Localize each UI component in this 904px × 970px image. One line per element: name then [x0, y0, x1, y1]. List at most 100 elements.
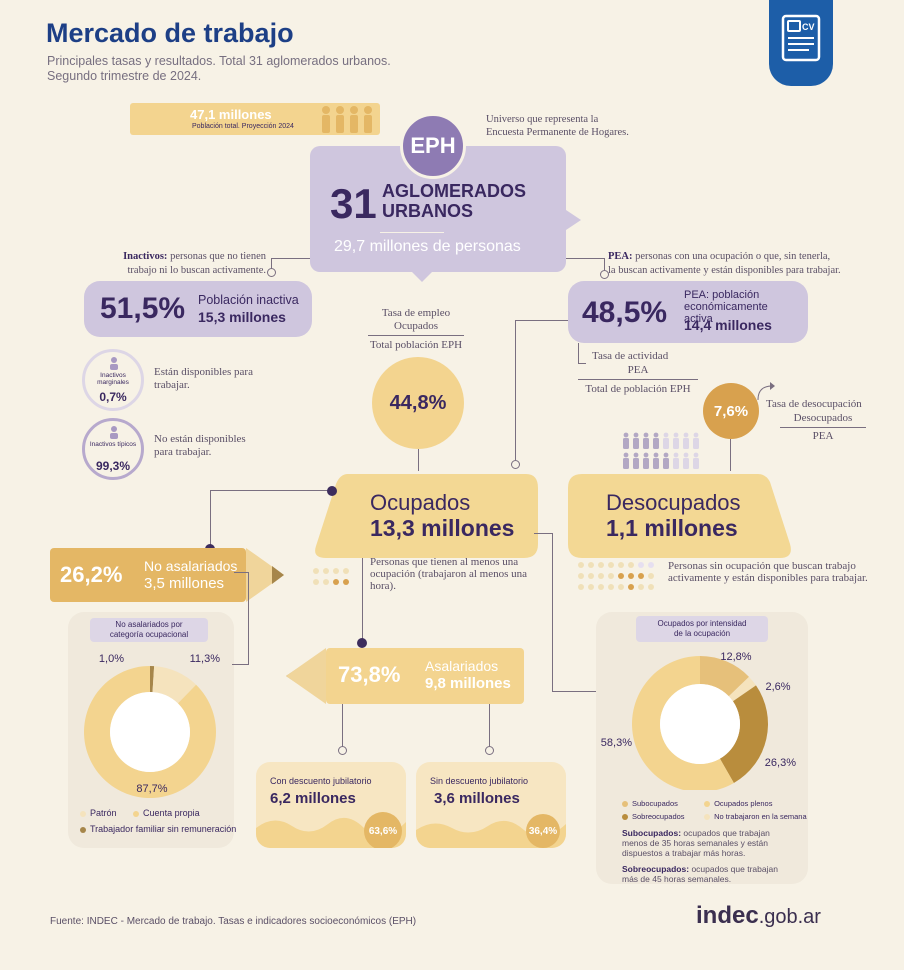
- connector: [232, 664, 249, 665]
- desocupados-card: [568, 474, 791, 558]
- intensidad-donut: 12,8% 2,6% 26,3% 58,3%: [601, 651, 796, 790]
- tasa-desocupacion-den: PEA: [812, 430, 834, 442]
- connector: [515, 320, 516, 460]
- asalariados-label: Asalariados: [425, 658, 499, 674]
- tipicos-circle: Inactivos típicos 99,3%: [82, 418, 144, 480]
- con-descuento-label: Con descuento jubilatorio: [270, 776, 372, 786]
- pea-value: 14,4 millones: [684, 317, 772, 333]
- connector: [578, 343, 579, 363]
- person-icon: [663, 458, 669, 469]
- connector: [210, 490, 332, 491]
- person-icon: [643, 452, 649, 458]
- indec-logo[interactable]: indec.gob.ar: [696, 902, 821, 929]
- dot-icon: [648, 584, 654, 590]
- person-icon: [663, 438, 669, 449]
- connector: [552, 533, 553, 691]
- marginales-pct: 0,7%: [99, 390, 127, 404]
- no-asalariados-donut: 1,0% 11,3% 87,7%: [84, 653, 220, 798]
- inactivos-definition: Inactivos: personas que no tienen trabaj…: [123, 251, 266, 276]
- sin-descuento-card: Sin descuento jubilatorio 3,6 millones 3…: [416, 762, 566, 848]
- inactivos-label: Población inactiva: [198, 293, 299, 307]
- connector: [604, 258, 605, 272]
- dot-icon: [578, 573, 584, 579]
- connector: [234, 572, 248, 573]
- person-icon: [653, 438, 659, 449]
- eph-people: 29,7 millones de personas: [334, 238, 521, 255]
- tasa-actividad-den: Total de población EPH: [585, 383, 691, 395]
- connector: [418, 449, 419, 471]
- legend-dot: [622, 814, 628, 821]
- dot-icon: [608, 562, 614, 568]
- tipicos-pct: 99,3%: [95, 459, 131, 473]
- desocupados-label: Desocupados: [606, 490, 741, 515]
- page-title: Mercado de trabajo: [46, 18, 294, 48]
- donut-label: 2,6%: [765, 681, 790, 693]
- tasa-desocupacion-pct: 7,6%: [703, 383, 759, 439]
- marginales-text: Están disponibles para trabajar.: [154, 366, 253, 391]
- donut-slice: [719, 685, 768, 783]
- person-icon: [673, 438, 679, 449]
- ocupados-card: [315, 474, 538, 558]
- inactivos-card: 51,5% Población inactiva 15,3 millones: [84, 281, 312, 337]
- person-icon: [673, 458, 679, 469]
- person-icon: [633, 458, 639, 469]
- person-icon: [653, 452, 659, 458]
- connector-dot: [267, 268, 276, 277]
- svg-text:CV: CV: [802, 22, 815, 32]
- dot-icon: [628, 573, 634, 579]
- person-icon: [693, 458, 699, 469]
- subocupados-definition: Subocupados: ocupados que trabajan menos…: [622, 828, 770, 858]
- donut-label: 26,3%: [765, 757, 796, 769]
- intensidad-legend: Subocupados Ocupados plenos Sobreocupado…: [622, 797, 807, 823]
- no-asalariados-value: 3,5 millones: [144, 575, 225, 592]
- person-icon: [623, 438, 629, 449]
- dot-icon: [588, 573, 594, 579]
- con-descuento-pct: 63,6%: [364, 812, 402, 848]
- eph-card-arrow: [563, 208, 583, 232]
- person-icon: [623, 458, 629, 469]
- curved-arrow-icon: [757, 382, 775, 401]
- connector-dot: [357, 638, 367, 648]
- legend-dot: [704, 801, 711, 808]
- connector: [362, 558, 363, 642]
- dots-grid-icon: [578, 562, 654, 590]
- connector: [271, 258, 310, 259]
- asalariados-pct: 73,8%: [338, 662, 401, 687]
- person-icon: [633, 438, 639, 449]
- tasa-desocupacion-rule: [780, 427, 866, 428]
- asalariados-card: [286, 648, 524, 704]
- source-note: Fuente: INDEC - Mercado de trabajo. Tasa…: [50, 916, 417, 927]
- sobreocupados-definition: Sobreocupados: ocupados que trabajan más…: [622, 864, 778, 884]
- donut-label: 58,3%: [601, 737, 632, 749]
- dot-icon: [618, 573, 624, 579]
- pea-label: PEA: población económicamente activa: [684, 289, 768, 325]
- dot-icon: [648, 562, 654, 568]
- population-value: 47,1 millones: [190, 107, 272, 122]
- legend-dot: [80, 810, 86, 817]
- person-icon: [623, 432, 629, 438]
- sin-descuento-value: 3,6 millones: [434, 790, 520, 807]
- cv-icon: CV: [781, 14, 821, 62]
- connector-dot: [327, 486, 337, 496]
- connector: [342, 704, 343, 750]
- donut-label: 87,7%: [136, 783, 167, 795]
- dots-icon: [313, 568, 349, 585]
- page-subtitle: Principales tasas y resultados. Total 31…: [47, 54, 391, 83]
- sin-descuento-label: Sin descuento jubilatorio: [430, 776, 529, 786]
- population-caption: Población total. Proyección 2024: [192, 123, 294, 130]
- donut-slice: [700, 656, 749, 697]
- no-asalariados-panel-title: No asalariados por categoría ocupacional: [90, 618, 208, 642]
- person-icon: [643, 432, 649, 438]
- donut-label: 1,0%: [99, 653, 124, 665]
- connector: [730, 439, 731, 471]
- person-icon: [683, 458, 689, 469]
- pea-card: 48,5% PEA: población económicamente acti…: [568, 281, 808, 343]
- connector: [271, 258, 272, 270]
- person-icon: [643, 458, 649, 469]
- eph-number: 31: [330, 180, 377, 227]
- ocupados-value: 13,3 millones: [370, 515, 515, 541]
- connector: [552, 691, 600, 692]
- donut-slice: [150, 666, 155, 693]
- connector-dot: [600, 270, 609, 279]
- connector: [534, 533, 552, 534]
